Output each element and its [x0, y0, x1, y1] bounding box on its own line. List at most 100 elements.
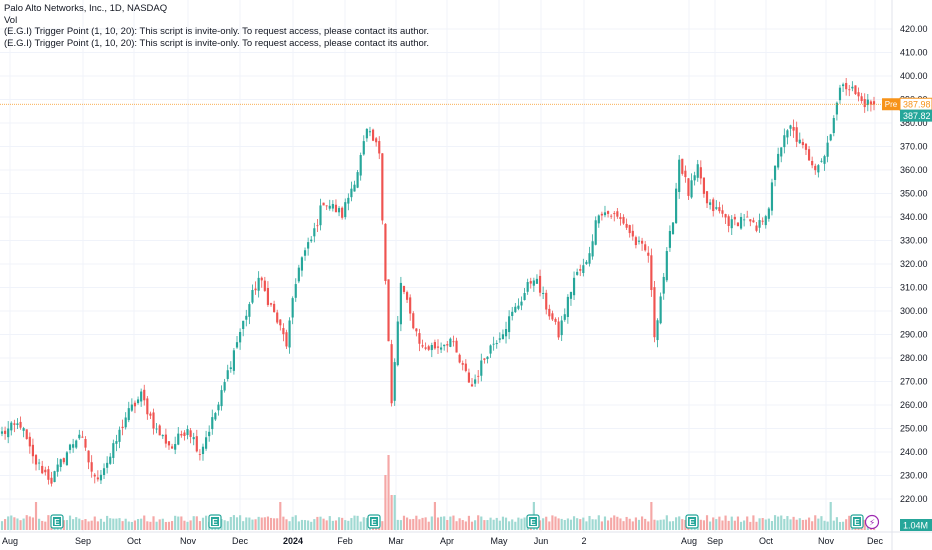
candle-body	[307, 242, 310, 249]
volume-bar	[705, 515, 709, 530]
volume-bar	[195, 516, 198, 530]
volume-bar	[319, 516, 322, 530]
volume-bar	[480, 516, 483, 530]
time-tick-label: Oct	[759, 536, 774, 546]
candle-body	[576, 271, 579, 275]
candle-body	[356, 172, 359, 188]
candle-body	[792, 126, 795, 131]
volume-bar	[477, 515, 480, 530]
volume-bar	[764, 519, 767, 530]
candle-body	[140, 391, 143, 402]
earnings-marker[interactable]: E	[685, 514, 699, 529]
price-tick-label: 360.00	[900, 165, 928, 175]
volume-bar	[721, 520, 724, 530]
volume-bar	[192, 516, 195, 530]
volume-bar	[786, 516, 789, 530]
volume-bar	[699, 519, 702, 530]
candle-body	[186, 429, 189, 436]
candle-body	[90, 462, 93, 472]
symbol-title[interactable]: Palo Alto Networks, Inc., 1D, NASDAQ	[4, 3, 168, 14]
candle-body	[229, 367, 232, 369]
volume-bar	[826, 521, 829, 530]
volume-bar	[733, 520, 736, 530]
volume-bar	[551, 515, 554, 530]
candle-body	[316, 225, 319, 227]
candle-body	[687, 178, 690, 196]
pre-value: 387.98	[903, 100, 931, 110]
candle-body	[375, 138, 378, 143]
price-tick-label: 420.00	[900, 24, 928, 34]
candle-body	[232, 350, 235, 371]
volume-bar	[777, 516, 780, 530]
volume-bar	[205, 515, 208, 530]
volume-bar	[47, 515, 50, 530]
volume-bar	[124, 518, 127, 530]
candle-body	[452, 341, 455, 343]
candle-body	[594, 220, 597, 245]
volume-bar	[443, 516, 446, 530]
dividend-marker[interactable]: ⚡	[864, 514, 880, 530]
earnings-marker[interactable]: E	[208, 514, 222, 529]
earnings-marker[interactable]: E	[50, 514, 64, 529]
candle-body	[637, 240, 641, 242]
volume-bar	[659, 519, 662, 530]
volume-bar	[409, 519, 412, 530]
candle-body	[557, 321, 560, 338]
volume-bar	[288, 521, 291, 530]
volume-bar	[337, 517, 341, 530]
volume-bar	[715, 519, 718, 530]
volume-bar	[761, 518, 764, 530]
volume-bar	[560, 518, 563, 530]
candle-body	[146, 398, 149, 415]
earnings-marker[interactable]: E	[850, 514, 864, 529]
candle-body	[331, 204, 334, 209]
volume-bar	[16, 518, 19, 530]
indicator-legend-2[interactable]: (E.G.I) Trigger Point (1, 10, 20): This …	[4, 37, 430, 49]
candle-body	[588, 253, 591, 264]
volume-bar	[743, 520, 746, 530]
indicator-legend-1[interactable]: (E.G.I) Trigger Point (1, 10, 20): This …	[4, 26, 430, 38]
volume-bar	[347, 520, 350, 530]
volume-bar	[585, 521, 588, 530]
candle-body	[446, 344, 449, 346]
volume-bar	[44, 521, 47, 530]
candle-body	[427, 346, 430, 350]
volume-bar	[387, 455, 390, 530]
candle-body	[282, 328, 285, 335]
candle-body	[449, 338, 452, 347]
volume-bar	[130, 521, 133, 530]
price-tick-label: 340.00	[900, 212, 928, 222]
candle-body	[72, 444, 75, 448]
candle-body	[109, 456, 112, 464]
last-price-badge: 387.82	[900, 109, 932, 122]
volume-bar	[758, 518, 761, 530]
earnings-marker[interactable]: E	[367, 514, 381, 529]
volume-bar	[508, 521, 511, 530]
volume-bar	[412, 518, 415, 530]
time-tick-label: Nov	[818, 536, 835, 546]
event-markers[interactable]: E E E E E E ⚡	[50, 514, 880, 530]
earnings-label: E	[371, 517, 377, 527]
candle-body	[28, 436, 31, 447]
volume-bar	[804, 519, 808, 530]
candle-body	[678, 159, 681, 192]
volume-bar	[845, 519, 848, 530]
candle-body	[848, 89, 851, 91]
earnings-marker[interactable]: E	[526, 514, 540, 529]
volume-bar	[186, 521, 189, 530]
volume-bar	[232, 515, 235, 530]
candle-body	[461, 363, 464, 365]
candle-body	[585, 261, 588, 265]
candle-body	[266, 288, 270, 305]
volume-bar	[22, 518, 25, 530]
volume-bar	[498, 520, 501, 530]
volume-bar	[616, 516, 619, 530]
candle-body	[81, 436, 84, 438]
volume-legend-label[interactable]: Vol	[4, 14, 18, 26]
volume-bar	[548, 521, 551, 530]
volume-badge-bg	[900, 519, 932, 531]
candle-body	[143, 389, 146, 401]
candle-body	[127, 408, 130, 421]
candle-body	[189, 430, 192, 437]
